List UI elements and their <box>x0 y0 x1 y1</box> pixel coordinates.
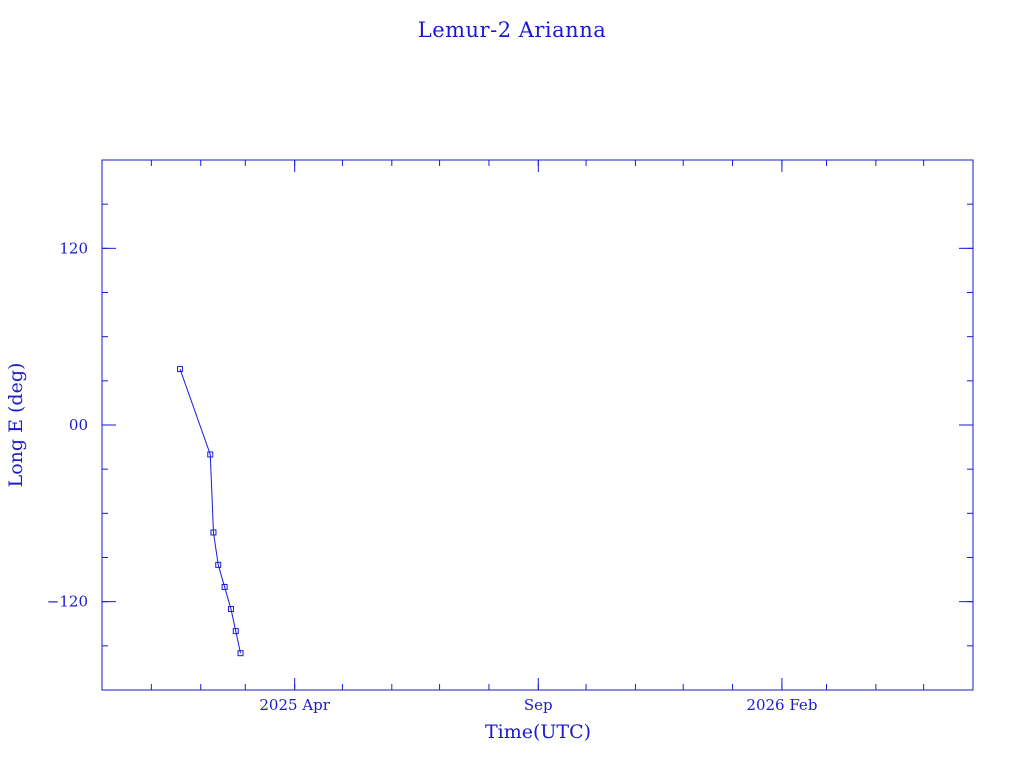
chart-title: Lemur-2 Arianna <box>418 18 607 42</box>
longitude-trace <box>177 366 244 657</box>
major-ticks <box>102 160 973 690</box>
data-point <box>221 583 228 590</box>
y-tick-labels: 120 00 −120 <box>47 239 88 610</box>
minor-ticks <box>102 160 973 690</box>
y-axis-label: Long E (deg) <box>5 363 27 488</box>
x-tick-label: Sep <box>524 696 553 714</box>
x-tick-labels: 2025 Apr Sep 2026 Feb <box>259 696 817 714</box>
x-axis-label: Time(UTC) <box>485 721 591 743</box>
data-point <box>232 628 239 635</box>
data-point <box>210 529 217 536</box>
series-line <box>179 368 242 654</box>
data-point <box>237 650 244 657</box>
data-point <box>177 366 184 373</box>
x-tick-label: 2026 Feb <box>746 696 817 714</box>
data-point <box>227 606 234 613</box>
y-tick-label: −120 <box>47 593 88 611</box>
plot-frame <box>101 159 974 691</box>
data-point <box>215 561 222 568</box>
y-tick-label: 00 <box>69 416 88 434</box>
y-tick-label: 120 <box>59 239 88 257</box>
x-tick-label: 2025 Apr <box>259 696 330 714</box>
data-point <box>207 451 214 458</box>
